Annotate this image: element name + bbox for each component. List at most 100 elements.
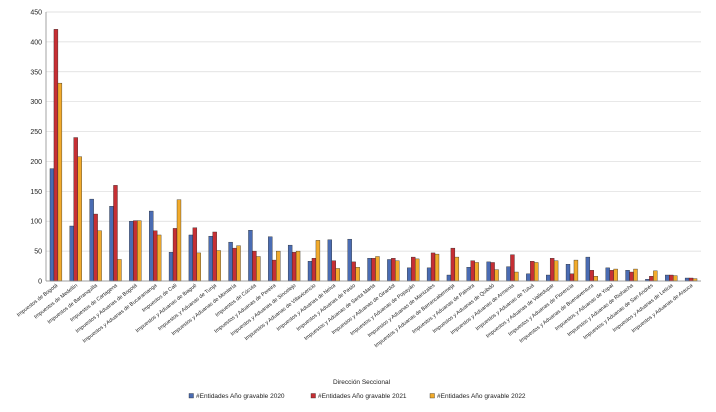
bar-3-21 [454,256,460,282]
bar-3-15 [335,268,340,282]
bar-3-19 [415,258,420,282]
bar-1-32 [665,274,670,282]
bar-2-24 [510,254,515,282]
bar-3-5 [137,220,142,282]
bar-3-27 [573,259,579,282]
bar-1-7 [168,252,174,282]
bar-3-18 [395,260,400,282]
bar-3-26 [553,260,559,282]
bar-3-1 [57,82,63,282]
bar-2-26 [549,258,555,282]
y-tick-label: 400 [30,39,42,46]
bar-2-30 [629,271,634,282]
legend: #Entidades Año gravable 2020 #Entidades A… [188,393,526,400]
y-tick-label: 250 [30,129,42,136]
bar-1-9 [208,235,213,282]
bar-1-29 [605,267,610,282]
bar-2-5 [133,220,138,282]
bar-2-32 [669,274,674,282]
bar-3-28 [593,276,598,282]
bar-1-20 [426,267,432,282]
bar-2-2 [73,137,78,282]
x-category-label: Impuestos y Aduanas de Bucaramanga [82,283,159,345]
bar-1-11 [248,230,253,282]
bar-2-33 [688,277,694,282]
bar-1-1 [49,168,55,282]
bar-2-18 [391,258,396,282]
bar-1-27 [565,264,571,282]
bar-2-13 [291,252,297,282]
bar-1-33 [684,277,690,282]
bar-2-28 [589,270,594,282]
y-tick-label: 450 [30,10,42,17]
bar-3-16 [355,267,360,282]
gridlines [46,11,701,282]
bar-2-25 [530,261,535,282]
bar-2-29 [609,270,614,282]
y-tick-label: 300 [30,99,42,106]
y-tick-label: 50 [34,249,42,256]
bar-2-23 [490,262,495,282]
bar-3-14 [315,240,321,282]
bar-2-12 [272,259,277,282]
bar-3-10 [236,245,241,282]
bar-1-8 [188,234,194,282]
bar-2-7 [172,228,178,282]
x-axis-title: Dirección Seccional [333,379,391,386]
bar-3-6 [156,234,162,282]
y-tick-label: 350 [30,69,42,76]
bar-1-10 [228,241,233,282]
bar-2-15 [331,260,336,282]
bar-2-8 [192,227,198,282]
legend-swatch [188,393,194,399]
bar-3-32 [673,275,678,282]
bar-1-5 [129,221,134,282]
bar-2-9 [212,231,217,282]
bar-2-4 [113,185,118,282]
legend-swatch [429,393,435,399]
bar-1-12 [268,236,273,282]
bar-3-20 [434,253,440,282]
legend-swatch [310,393,316,399]
bar-2-3 [93,213,98,282]
bar-1-14 [307,261,313,282]
bar-2-11 [252,250,257,282]
bar-2-14 [311,258,317,282]
bar-2-1 [53,29,59,282]
bar-2-17 [371,258,376,282]
legend-label: #Entidades Año gravable 2020 [196,393,285,400]
legend-label: #Entidades Año gravable 2022 [437,393,526,400]
bar-3-23 [494,269,499,282]
axes [45,12,701,282]
bar-2-16 [351,261,356,282]
bar-2-10 [232,247,237,282]
y-tick-label: 100 [30,219,42,226]
bar-1-16 [347,238,352,282]
bar-3-11 [256,256,261,282]
bar-3-30 [633,268,638,282]
y-tick-labels: 0 50 100 150 200 250 300 350 400 450 [30,10,42,286]
bar-1-23 [486,261,491,282]
y-tick-label: 150 [30,189,42,196]
bar-1-24 [506,266,511,282]
bar-2-20 [430,252,436,282]
bar-1-17 [367,258,372,282]
legend-label: #Entidades Año gravable 2021 [318,393,407,400]
bar-3-24 [514,271,519,282]
bar-2-6 [153,230,158,282]
bar-3-31 [653,270,658,282]
bar-3-7 [176,199,182,282]
bar-3-22 [474,262,479,282]
bar-1-18 [387,259,392,282]
bar-1-22 [466,267,471,282]
y-tick-label: 200 [30,159,42,166]
bar-3-8 [196,252,201,282]
bar-2-21 [450,247,456,282]
bar-3-9 [216,250,221,282]
bar-2-19 [411,256,416,282]
bar-1-2 [69,225,74,282]
bar-1-26 [546,274,551,282]
bar-3-25 [534,262,539,282]
